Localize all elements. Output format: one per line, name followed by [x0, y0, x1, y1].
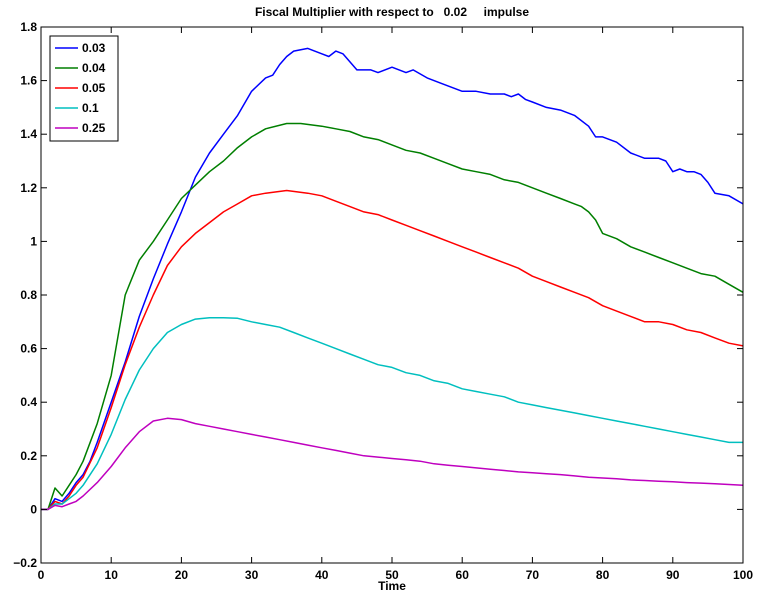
x-tick-label: 0 — [38, 568, 45, 582]
x-axis-label: Time — [378, 579, 406, 593]
y-tick-label: 0.6 — [20, 342, 37, 356]
x-tick-label: 50 — [385, 568, 399, 582]
y-axis-ticks: −0.2 0 0.2 0.4 0.6 0.8 1 1.2 1.4 1.6 1.8 — [13, 20, 743, 570]
x-tick-label: 20 — [175, 568, 189, 582]
legend-label: 0.04 — [82, 61, 106, 75]
x-axis-ticks: 0 10 20 30 40 50 60 70 80 90 100 — [38, 27, 753, 582]
legend-label: 0.25 — [82, 121, 106, 135]
y-tick-label: 1.4 — [20, 127, 37, 141]
x-tick-label: 80 — [596, 568, 610, 582]
x-tick-label: 100 — [733, 568, 753, 582]
y-tick-label: 0.2 — [20, 449, 37, 463]
series-line-0-1 — [41, 317, 743, 511]
legend: 0.03 0.04 0.05 0.1 0.25 — [49, 35, 119, 142]
legend-label: 0.1 — [82, 101, 99, 115]
y-tick-label: 0.8 — [20, 288, 37, 302]
plot-area — [41, 27, 743, 563]
series-line-0-05 — [41, 189, 744, 511]
y-tick-label: −0.2 — [13, 556, 37, 570]
series-line-0-03 — [41, 47, 744, 511]
chart-title: Fiscal Multiplier with respect to 0.02 i… — [255, 5, 529, 19]
y-tick-label: 1.2 — [20, 181, 37, 195]
x-tick-label: 60 — [456, 568, 470, 582]
series-layer — [41, 47, 744, 511]
legend-label: 0.05 — [82, 81, 106, 95]
y-tick-label: 0 — [30, 502, 37, 516]
series-line-0-04 — [41, 122, 744, 511]
x-tick-label: 30 — [245, 568, 259, 582]
y-tick-label: 1.6 — [20, 74, 37, 88]
x-tick-label: 90 — [666, 568, 680, 582]
legend-label: 0.03 — [82, 41, 106, 55]
y-tick-label: 1.8 — [20, 20, 37, 34]
y-tick-label: 0.4 — [20, 395, 37, 409]
x-tick-label: 70 — [526, 568, 540, 582]
y-tick-label: 1 — [30, 234, 37, 248]
x-tick-label: 10 — [105, 568, 119, 582]
x-tick-label: 40 — [315, 568, 329, 582]
series-line-0-25 — [41, 417, 744, 511]
legend-items: 0.03 0.04 0.05 0.1 0.25 — [55, 41, 106, 135]
